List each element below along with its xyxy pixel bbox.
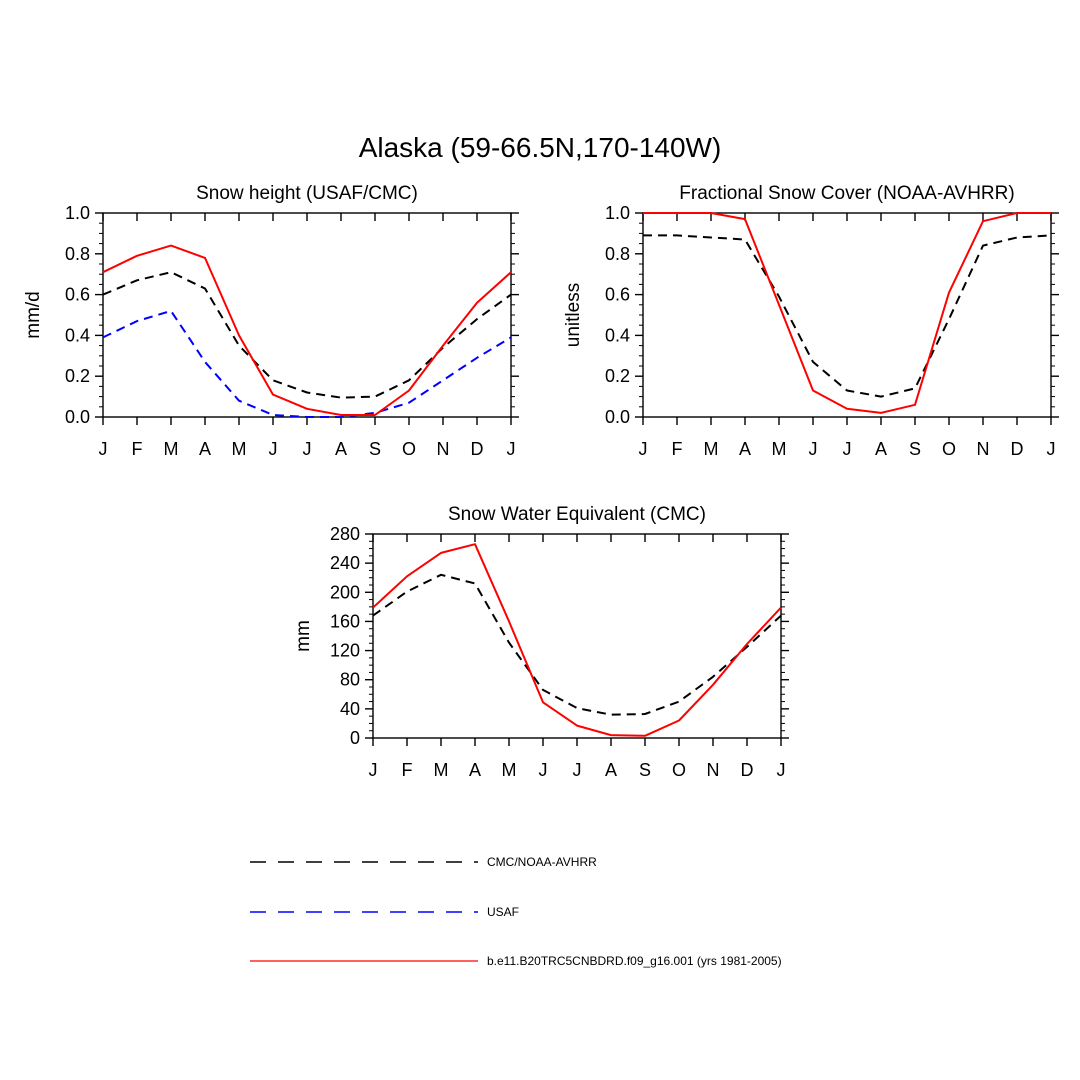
y-tick-label: 0.4 xyxy=(65,325,90,345)
y-tick-label: 80 xyxy=(340,670,360,690)
y-axis-label: mm/d xyxy=(23,291,44,339)
x-tick-label: J xyxy=(99,439,108,459)
x-tick-label: A xyxy=(469,760,481,780)
y-axis-label: mm xyxy=(293,620,314,652)
x-tick-label: M xyxy=(704,439,719,459)
y-tick-label: 200 xyxy=(330,582,360,602)
x-tick-label: J xyxy=(639,439,648,459)
x-tick-label: O xyxy=(402,439,416,459)
x-tick-label: J xyxy=(369,760,378,780)
y-tick-label: 160 xyxy=(330,611,360,631)
y-tick-label: 0.4 xyxy=(605,325,630,345)
series-line-2 xyxy=(372,543,782,737)
x-tick-label: M xyxy=(164,439,179,459)
series-line-2 xyxy=(102,309,512,418)
x-tick-label: M xyxy=(434,760,449,780)
y-tick-label: 120 xyxy=(330,641,360,661)
x-tick-label: J xyxy=(1047,439,1056,459)
figure-title: Alaska (59-66.5N,170-140W) xyxy=(359,132,722,163)
series-line-3 xyxy=(102,244,512,416)
x-tick-label: J xyxy=(809,439,818,459)
legend-item-3: b.e11.B20TRC5CNBDRD.f09_g16.001 (yrs 198… xyxy=(250,954,782,968)
legend: CMC/NOAA-AVHRR USAF b.e11.B20TRC5CNBDRD.f0… xyxy=(250,855,782,968)
x-tick-label: J xyxy=(777,760,786,780)
chart-panel-2: J F M A M J J A S O N D J0.00.20.40.60.81.0Fractiona… xyxy=(563,183,1059,459)
series-line-1 xyxy=(643,234,1052,398)
y-tick-label: 0.0 xyxy=(65,407,90,427)
panel-title: Snow Water Equivalent (CMC) xyxy=(448,504,706,525)
x-tick-label: S xyxy=(909,439,921,459)
y-tick-label: 0.8 xyxy=(605,244,630,264)
x-tick-label: F xyxy=(672,439,683,459)
panel-title: Snow height (USAF/CMC) xyxy=(196,183,418,204)
y-tick-label: 280 xyxy=(330,524,360,544)
y-tick-label: 0.2 xyxy=(605,366,630,386)
legend-label: b.e11.B20TRC5CNBDRD.f09_g16.001 (yrs 198… xyxy=(487,954,782,968)
y-tick-label: 240 xyxy=(330,553,360,573)
x-tick-label: D xyxy=(471,439,484,459)
y-tick-label: 40 xyxy=(340,699,360,719)
x-tick-label: O xyxy=(942,439,956,459)
series-line-1 xyxy=(102,271,512,399)
x-tick-label: N xyxy=(437,439,450,459)
x-tick-label: J xyxy=(539,760,548,780)
x-tick-label: A xyxy=(875,439,887,459)
plot-frame xyxy=(642,212,1052,418)
legend-item-2: USAF xyxy=(250,905,519,919)
x-tick-label: J xyxy=(507,439,516,459)
y-tick-label: 0.2 xyxy=(65,366,90,386)
y-tick-label: 1.0 xyxy=(65,203,90,223)
x-tick-label: D xyxy=(1011,439,1024,459)
y-axis-label: unitless xyxy=(563,283,584,347)
x-tick-label: S xyxy=(369,439,381,459)
x-tick-label: A xyxy=(605,760,617,780)
x-tick-label: A xyxy=(199,439,211,459)
x-tick-label: N xyxy=(977,439,990,459)
x-tick-label: D xyxy=(741,760,754,780)
x-tick-label: J xyxy=(843,439,852,459)
x-tick-label: A xyxy=(335,439,347,459)
x-tick-label: J xyxy=(573,760,582,780)
y-tick-label: 0.0 xyxy=(605,407,630,427)
panel-title: Fractional Snow Cover (NOAA-AVHRR) xyxy=(679,183,1014,204)
y-tick-label: 0 xyxy=(350,728,360,748)
x-tick-label: J xyxy=(269,439,278,459)
x-tick-label: M xyxy=(502,760,517,780)
x-tick-label: M xyxy=(772,439,787,459)
x-tick-label: F xyxy=(402,760,413,780)
legend-label: CMC/NOAA-AVHRR xyxy=(487,855,597,869)
legend-item-1: CMC/NOAA-AVHRR xyxy=(250,855,597,869)
x-tick-label: M xyxy=(232,439,247,459)
plot-frame xyxy=(102,212,512,418)
x-tick-label: F xyxy=(132,439,143,459)
series-line-2 xyxy=(643,212,1051,414)
y-tick-label: 1.0 xyxy=(605,203,630,223)
legend-label: USAF xyxy=(487,905,519,919)
y-tick-label: 0.8 xyxy=(65,244,90,264)
plot-frame xyxy=(372,533,782,739)
x-tick-label: N xyxy=(707,760,720,780)
series-line-1 xyxy=(372,573,782,716)
y-tick-label: 0.6 xyxy=(605,285,630,305)
x-tick-label: S xyxy=(639,760,651,780)
x-tick-label: J xyxy=(303,439,312,459)
x-tick-label: A xyxy=(739,439,751,459)
y-tick-label: 0.6 xyxy=(65,285,90,305)
x-tick-label: O xyxy=(672,760,686,780)
